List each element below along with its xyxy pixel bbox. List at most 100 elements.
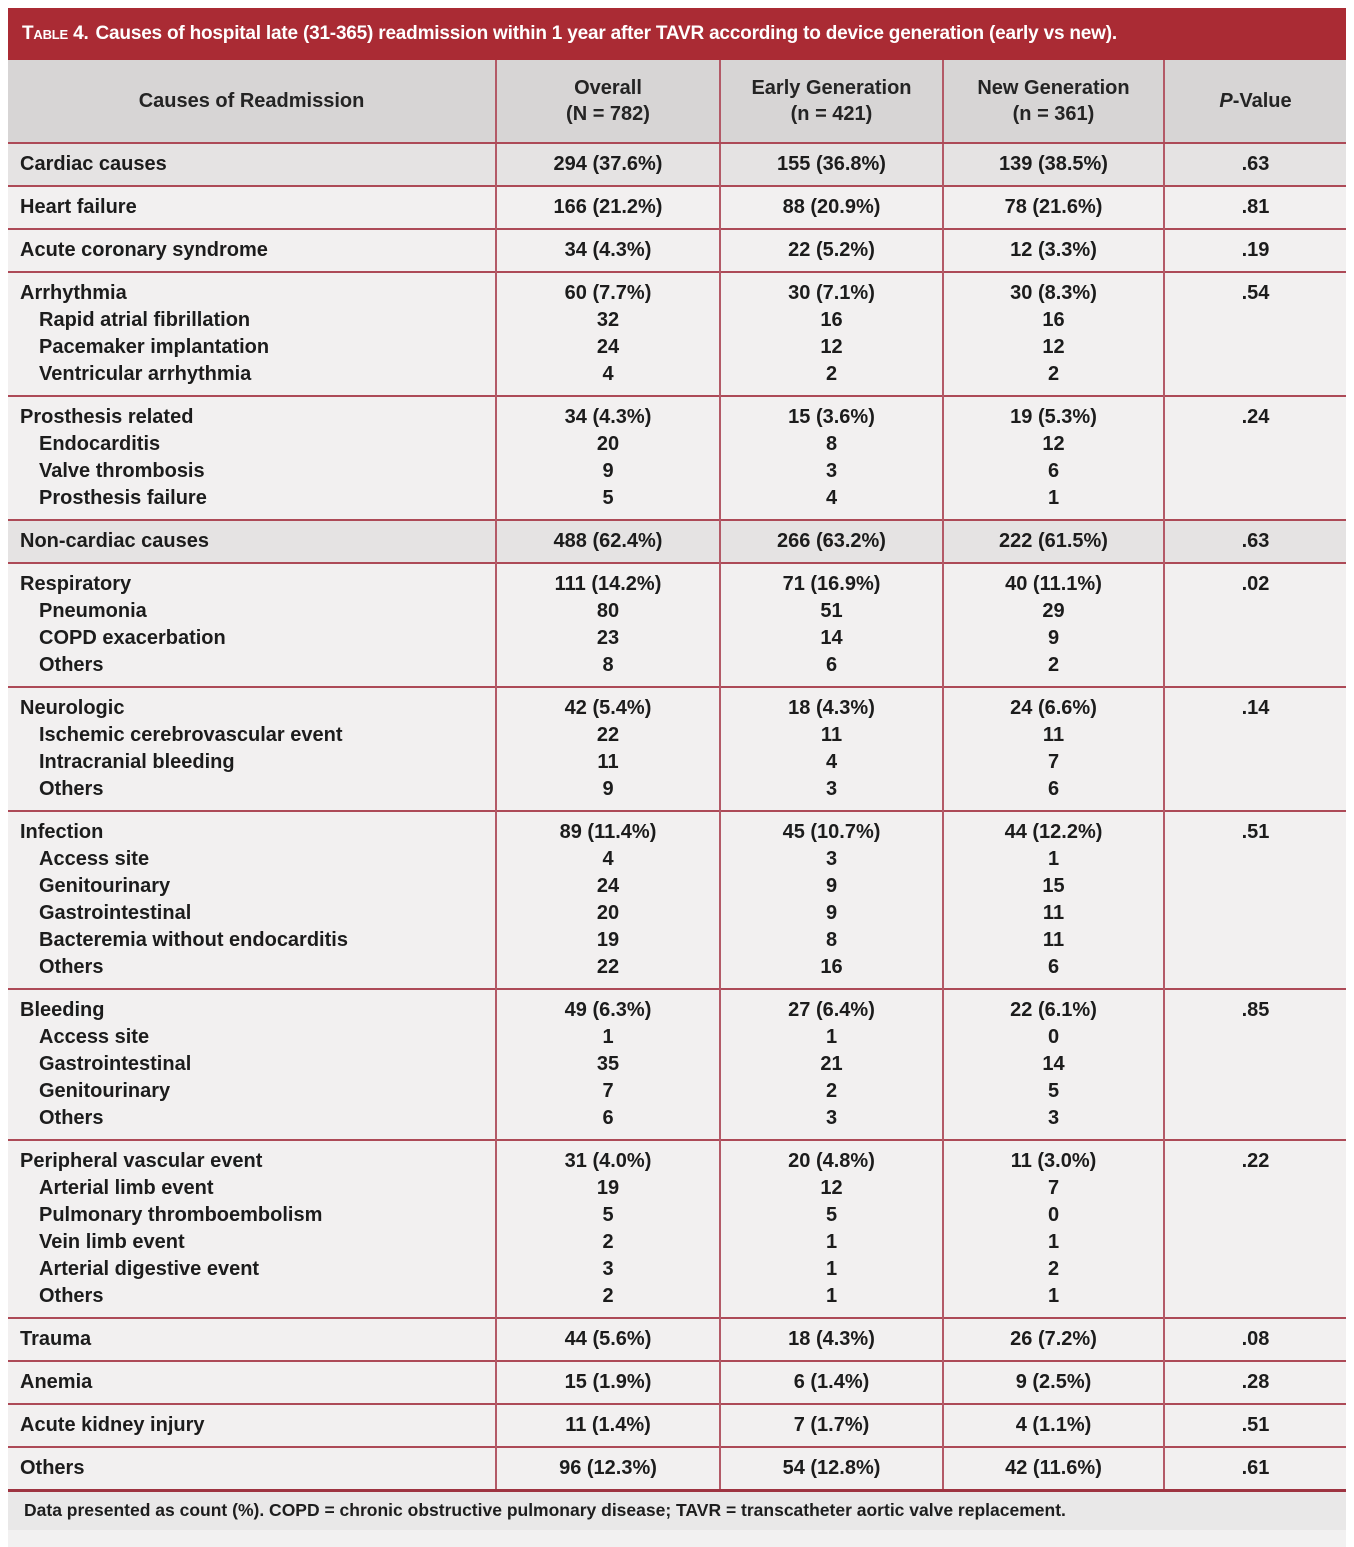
p-value: .22 [1241, 1150, 1270, 1172]
early-generation-cell: 7 (1.7%) [719, 1404, 943, 1447]
overall-sub-value: 4 [602, 363, 614, 385]
overall-sub-value: 2 [602, 1285, 614, 1307]
sub-row-label: Access site [39, 848, 150, 870]
table-row: Respiratory Pneumonia COPD exacerbation Oth… [8, 563, 1346, 687]
early-value: 155 (36.8%) [777, 153, 886, 175]
header-row: Causes of Readmission Overall (N = 782) … [8, 60, 1346, 144]
sub-row-label: Gastrointestinal [39, 1053, 192, 1075]
overall-sub-value: 3 [602, 1258, 614, 1280]
header-p-rest: -Value [1232, 90, 1292, 112]
overall-value: 89 (11.4%) [559, 821, 657, 843]
early-sub-value: 5 [825, 1204, 838, 1226]
header-overall: Overall (N = 782) [495, 60, 720, 144]
early-sub-value: 6 [825, 654, 838, 676]
overall-sub-value: 22 [596, 724, 620, 746]
early-value: 27 (6.4%) [788, 999, 875, 1021]
readmission-causes-table: Causes of Readmission Overall (N = 782) … [8, 60, 1346, 1492]
early-generation-cell: 30 (7.1%) 16 12 2 [719, 272, 943, 396]
p-value: .63 [1241, 153, 1270, 175]
new-sub-value: 7 [1047, 1177, 1060, 1199]
p-value: .61 [1241, 1457, 1270, 1479]
overall-cell: 166 (21.2%) [495, 186, 720, 229]
cause-cell: Arrhythmia Rapid atrial fibrillation Pacem… [8, 272, 496, 396]
header-overall-label: Overall [574, 77, 642, 99]
early-sub-value: 4 [825, 751, 838, 773]
overall-value: 49 (6.3%) [564, 999, 652, 1021]
new-generation-cell: 78 (21.6%) [942, 186, 1164, 229]
early-sub-value: 8 [825, 433, 838, 455]
early-sub-value: 12 [820, 336, 843, 358]
early-sub-value: 1 [825, 1231, 838, 1253]
early-generation-cell: 71 (16.9%) 51 14 6 [719, 563, 943, 687]
p-value-cell: .63 [1163, 520, 1346, 563]
p-value-cell: .81 [1163, 186, 1346, 229]
header-new-label: New Generation [977, 77, 1130, 99]
new-value: 40 (11.1%) [1005, 573, 1102, 595]
overall-cell: 89 (11.4%) 4 24 20 19 22 [495, 811, 720, 989]
overall-sub-value: 5 [602, 1204, 614, 1226]
new-generation-cell: 9 (2.5%) [942, 1361, 1164, 1404]
overall-value: 15 (1.9%) [564, 1371, 652, 1393]
early-sub-value: 21 [820, 1053, 843, 1075]
overall-sub-value: 9 [602, 778, 614, 800]
overall-cell: 111 (14.2%) 80 23 8 [495, 563, 720, 687]
new-value: 78 (21.6%) [1004, 196, 1103, 218]
overall-sub-value: 24 [596, 875, 620, 897]
overall-sub-value: 20 [596, 902, 620, 924]
new-sub-value: 2 [1047, 1258, 1060, 1280]
early-sub-value: 14 [820, 627, 843, 649]
new-generation-cell: 11 (3.0%) 7 0 1 2 1 [942, 1140, 1164, 1318]
p-value: .51 [1241, 821, 1270, 843]
early-sub-value: 2 [825, 363, 838, 385]
p-value-cell: .85 [1163, 989, 1346, 1140]
table-row: Acute kidney injury 11 (1.4%) 7 (1.7%) 4… [8, 1404, 1346, 1447]
row-label: Acute kidney injury [20, 1414, 205, 1436]
new-generation-cell: 42 (11.6%) [942, 1447, 1164, 1491]
table-row: Non-cardiac causes 488 (62.4%) 266 (63.2… [8, 520, 1346, 563]
new-value: 4 (1.1%) [1015, 1414, 1092, 1436]
overall-sub-value: 7 [602, 1080, 614, 1102]
table-row: Anemia 15 (1.9%) 6 (1.4%) 9 (2.5%) .28 [8, 1361, 1346, 1404]
overall-sub-value: 8 [602, 654, 614, 676]
overall-value: 11 (1.4%) [565, 1414, 651, 1436]
header-early-n: (n = 421) [790, 103, 873, 125]
sub-row-label: Others [39, 956, 104, 978]
early-value: 45 (10.7%) [782, 821, 881, 843]
new-value: 19 (5.3%) [1010, 406, 1097, 428]
new-sub-value: 11 [1042, 902, 1065, 924]
table-row: Trauma 44 (5.6%) 18 (4.3%) 26 (7.2%) .08 [8, 1318, 1346, 1361]
early-generation-cell: 45 (10.7%) 3 9 9 8 16 [719, 811, 943, 989]
header-p-value: P-Value [1163, 60, 1346, 144]
row-label: Arrhythmia [20, 282, 127, 304]
early-generation-cell: 15 (3.6%) 8 3 4 [719, 396, 943, 520]
early-generation-cell: 54 (12.8%) [719, 1447, 943, 1491]
new-sub-value: 2 [1047, 363, 1060, 385]
early-sub-value: 1 [825, 1285, 838, 1307]
overall-value: 488 (62.4%) [553, 530, 663, 552]
sub-row-label: Endocarditis [39, 433, 161, 455]
sub-row-label: Genitourinary [39, 875, 171, 897]
p-value-cell: .14 [1163, 687, 1346, 811]
p-value: .28 [1241, 1371, 1270, 1393]
overall-sub-value: 2 [602, 1231, 614, 1253]
early-generation-cell: 27 (6.4%) 1 21 2 3 [719, 989, 943, 1140]
new-sub-value: 11 [1042, 724, 1065, 746]
overall-cell: 44 (5.6%) [495, 1318, 720, 1361]
p-value: .54 [1241, 282, 1270, 304]
new-sub-value: 5 [1047, 1080, 1060, 1102]
overall-cell: 42 (5.4%) 22 11 9 [495, 687, 720, 811]
p-value: .85 [1241, 999, 1270, 1021]
row-label: Respiratory [20, 573, 132, 595]
p-value: .51 [1241, 1414, 1270, 1436]
early-generation-cell: 266 (63.2%) [719, 520, 943, 563]
new-sub-value: 15 [1042, 875, 1065, 897]
p-value: .81 [1241, 196, 1270, 218]
new-value: 30 (8.3%) [1010, 282, 1097, 304]
early-sub-value: 11 [820, 724, 843, 746]
sub-row-label: Bacteremia without endocarditis [39, 929, 348, 951]
early-value: 7 (1.7%) [793, 1414, 870, 1436]
table-row: Heart failure 166 (21.2%) 88 (20.9%) 78 … [8, 186, 1346, 229]
overall-sub-value: 80 [596, 600, 620, 622]
overall-sub-value: 1 [602, 1026, 614, 1048]
